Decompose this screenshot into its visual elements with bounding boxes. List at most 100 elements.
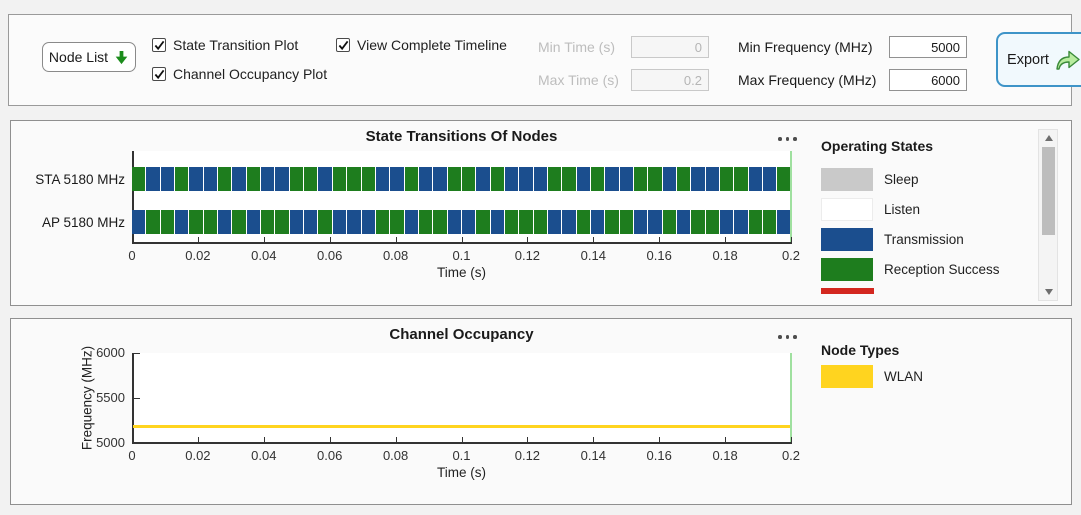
checkbox-channel-occupancy-plot[interactable]: Channel Occupancy Plot [152, 66, 327, 82]
state-segment-transmission [706, 167, 719, 191]
state-segment-transmission [577, 167, 590, 191]
state-panel-options-menu-icon[interactable] [774, 133, 801, 145]
state-segment-transmission [362, 210, 375, 234]
legend-item-transmission: Transmission [821, 228, 964, 251]
x-tick-mark [725, 237, 726, 242]
x-tick-mark [132, 237, 133, 242]
state-plot-bottom-axis [132, 242, 792, 244]
state-segment-transmission [419, 167, 432, 191]
state-segment-reception-success [763, 210, 776, 234]
state-segment-reception-success [605, 210, 618, 234]
state-segment-transmission [663, 167, 676, 191]
x-tick-mark [198, 437, 199, 442]
state-segment-reception-success [290, 167, 303, 191]
x-tick-label: 0.02 [176, 448, 220, 463]
toolbar-panel: Node List State Transition Plot Channel … [8, 14, 1072, 106]
state-segment-transmission [777, 210, 790, 234]
legend-scrollbar-track[interactable] [1038, 129, 1058, 301]
state-segment-reception-success [333, 167, 346, 191]
occupancy-panel-options-menu-icon[interactable] [774, 331, 801, 343]
state-segment-reception-success [161, 210, 174, 234]
state-segment-reception-success [304, 167, 317, 191]
x-tick-label: 0.2 [769, 248, 813, 263]
state-segment-reception-success [491, 167, 504, 191]
state-segment-reception-success [534, 210, 547, 234]
x-tick-label: 0.14 [571, 248, 615, 263]
state-segment-transmission [132, 210, 145, 234]
legend-item-wlan: WLAN [821, 365, 923, 388]
channel-occupancy-title: Channel Occupancy [132, 326, 791, 343]
legend-swatch [821, 258, 873, 281]
state-segment-reception-success [232, 210, 245, 234]
state-segment-transmission [161, 167, 174, 191]
x-tick-label: 0.1 [440, 448, 484, 463]
min-time-label: Min Time (s) [538, 39, 615, 55]
state-segment-transmission [648, 210, 661, 234]
y-tick-label: 6000 [77, 345, 125, 360]
x-tick-mark [659, 437, 660, 442]
state-segment-reception-success [146, 210, 159, 234]
x-tick-mark [659, 237, 660, 242]
state-segment-reception-success [275, 210, 288, 234]
state-segment-reception-success [720, 167, 733, 191]
state-segment-reception-success [734, 167, 747, 191]
timeline-end-cursor [790, 151, 792, 243]
min-time-input[interactable] [631, 36, 709, 58]
x-tick-label: 0 [110, 248, 154, 263]
export-button[interactable]: Export [996, 32, 1081, 87]
x-tick-label: 0.08 [374, 448, 418, 463]
sta-state-bar [132, 167, 791, 191]
state-segment-reception-success [433, 210, 446, 234]
min-frequency-input[interactable] [889, 36, 967, 58]
max-time-input[interactable] [631, 69, 709, 91]
ap-state-bar [132, 210, 791, 234]
x-tick-mark [264, 237, 265, 242]
state-segment-reception-success [663, 210, 676, 234]
node-types-legend-title: Node Types [821, 342, 899, 358]
checkbox-view-complete-timeline[interactable]: View Complete Timeline [336, 37, 507, 53]
x-tick-mark [593, 437, 594, 442]
checkbox-state-transition-plot[interactable]: State Transition Plot [152, 37, 298, 53]
max-frequency-label: Max Frequency (MHz) [738, 72, 876, 88]
state-segment-reception-success [519, 210, 532, 234]
scrollbar-down-arrow-icon[interactable] [1045, 289, 1053, 295]
state-segment-transmission [720, 210, 733, 234]
state-xaxis-title: Time (s) [132, 265, 791, 280]
state-segment-transmission [304, 210, 317, 234]
state-segment-transmission [290, 210, 303, 234]
legend-label: Sleep [884, 172, 919, 187]
state-segment-reception-success [577, 210, 590, 234]
state-segment-reception-success [749, 210, 762, 234]
state-segment-reception-success [247, 167, 260, 191]
state-segment-reception-success [405, 167, 418, 191]
checkbox-checked-icon [152, 38, 166, 52]
x-tick-label: 0.04 [242, 248, 286, 263]
x-tick-mark [198, 237, 199, 242]
timeline-end-cursor [790, 353, 792, 443]
max-frequency-input[interactable] [889, 69, 967, 91]
state-segment-transmission [620, 167, 633, 191]
checkbox-label: Channel Occupancy Plot [173, 66, 327, 82]
state-segment-transmission [376, 167, 389, 191]
x-tick-label: 0.18 [703, 448, 747, 463]
max-time-label: Max Time (s) [538, 72, 619, 88]
state-segment-reception-success [620, 210, 633, 234]
state-segment-transmission [333, 210, 346, 234]
state-segment-transmission [476, 167, 489, 191]
state-segment-transmission [562, 210, 575, 234]
state-segment-reception-success [189, 210, 202, 234]
legend-scrollbar-thumb[interactable] [1042, 147, 1055, 235]
node-list-button[interactable]: Node List [42, 42, 136, 72]
state-segment-transmission [146, 167, 159, 191]
scrollbar-up-arrow-icon[interactable] [1045, 135, 1053, 141]
state-segment-reception-success [347, 167, 360, 191]
state-segment-reception-success [218, 167, 231, 191]
x-tick-label: 0 [110, 448, 154, 463]
export-share-arrow-icon [1054, 48, 1081, 72]
state-segment-reception-success [362, 167, 375, 191]
x-tick-mark [725, 437, 726, 442]
x-tick-label: 0.16 [637, 448, 681, 463]
x-tick-label: 0.14 [571, 448, 615, 463]
checkbox-checked-icon [152, 67, 166, 81]
state-segment-reception-success [462, 167, 475, 191]
